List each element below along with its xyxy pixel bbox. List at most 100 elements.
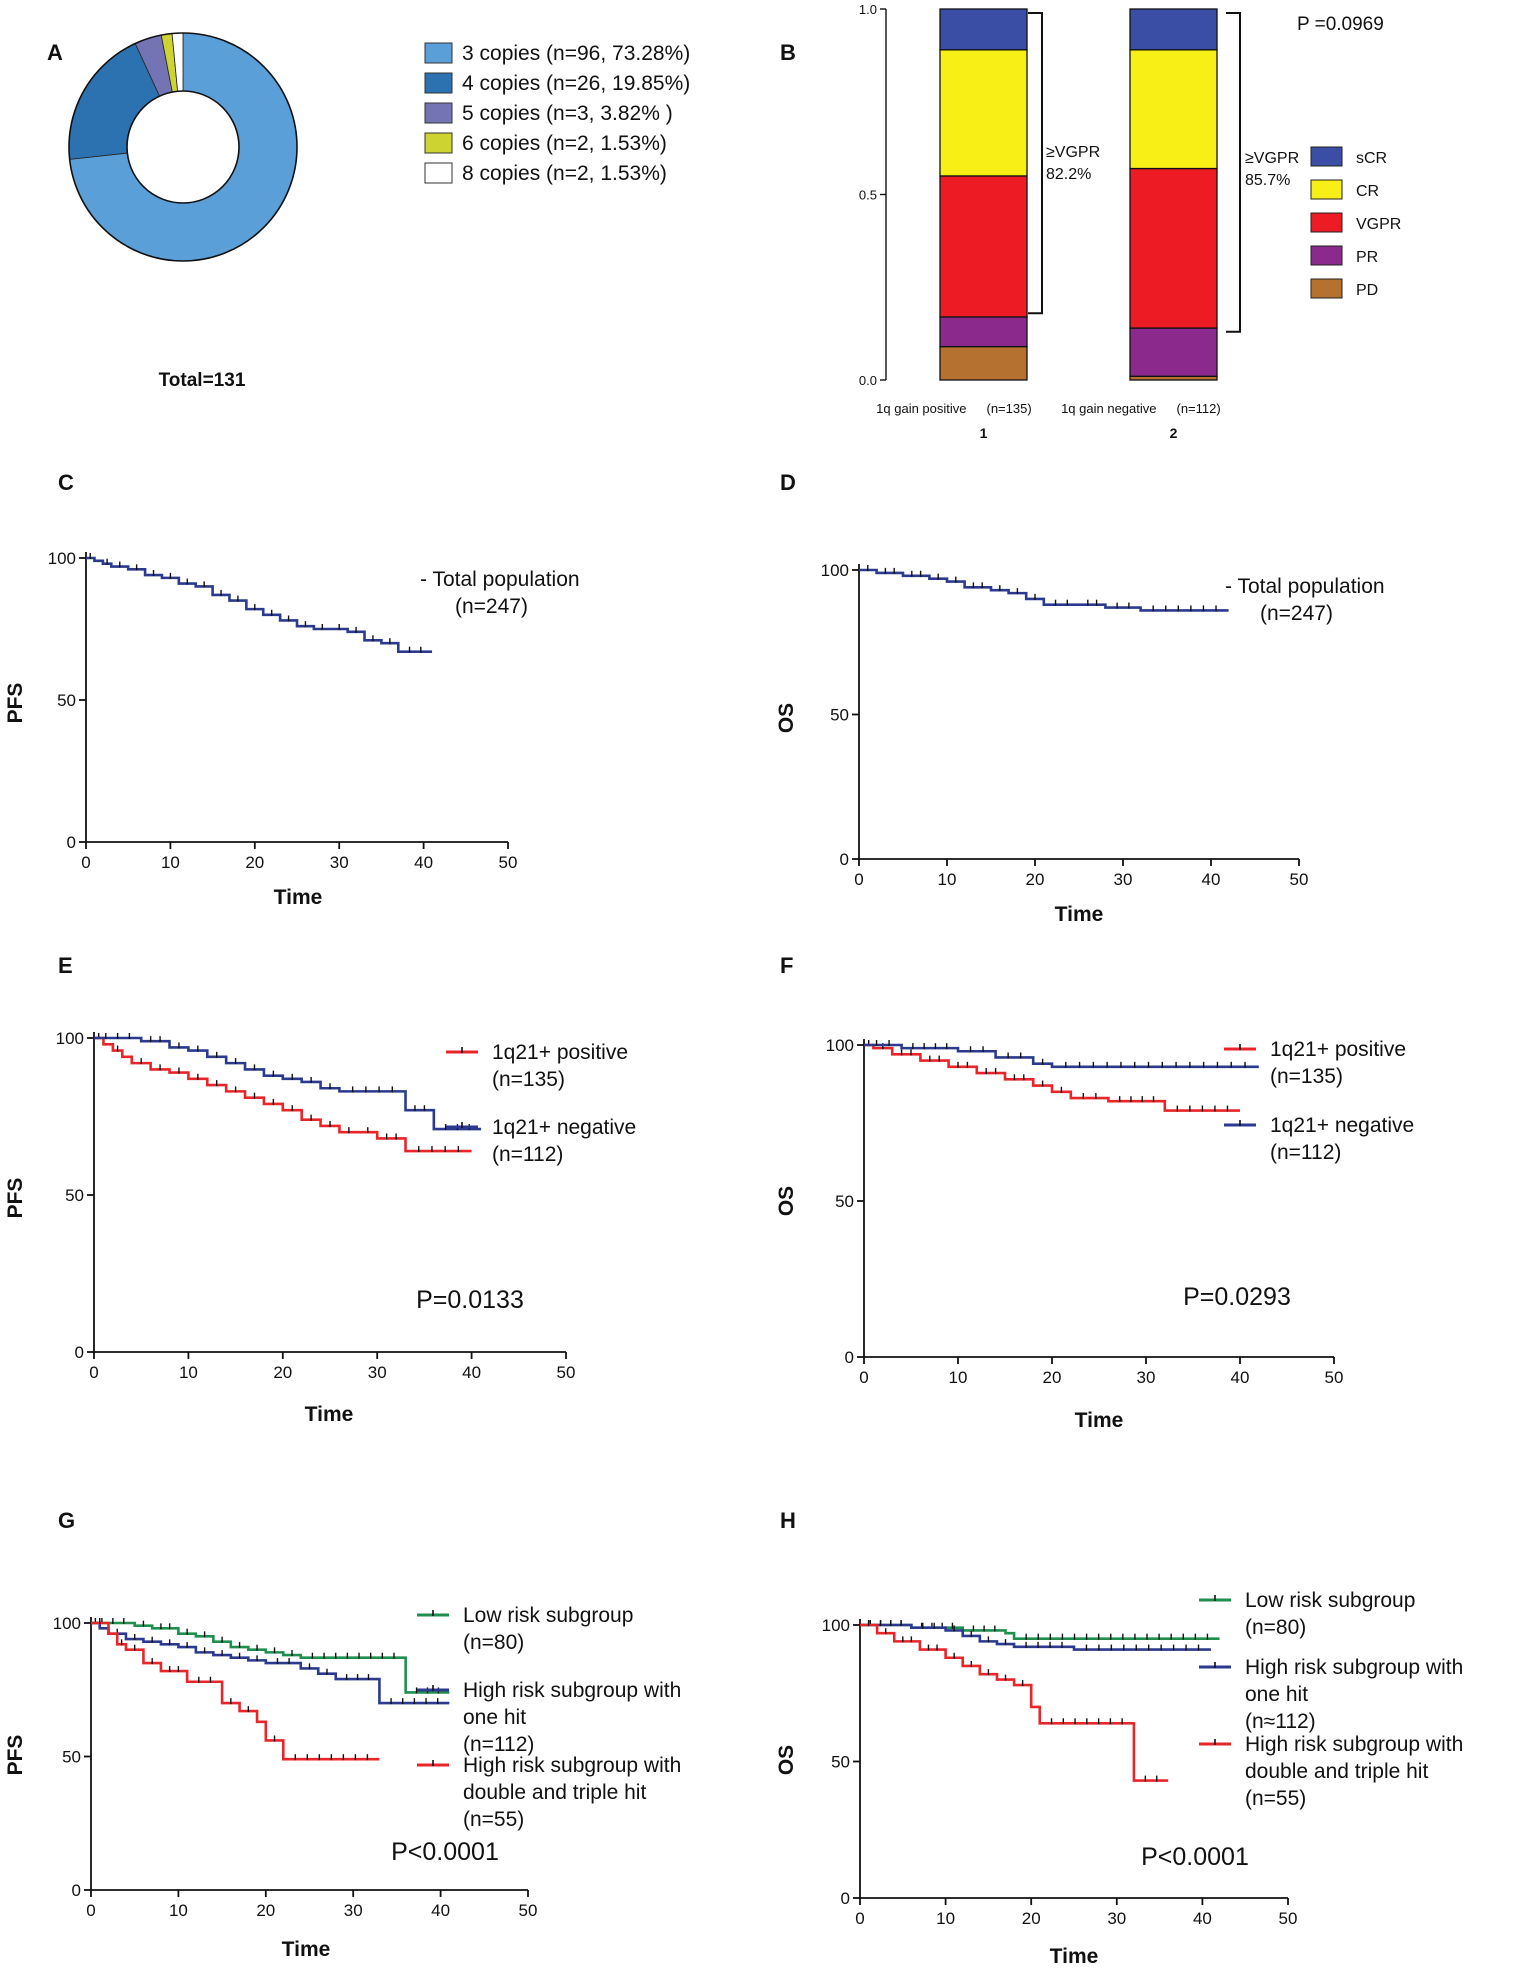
bar-segment-scr	[939, 8, 1028, 51]
bracket-label: ≥VGPR	[1046, 144, 1100, 161]
km-curve-1	[91, 1621, 450, 1705]
legend-swatch-4	[424, 162, 453, 184]
legend-swatch-2	[424, 102, 453, 124]
panel-letter: A	[47, 40, 63, 65]
legend-label-3: 6 copies (n=2, 1.53%)	[462, 132, 667, 155]
x-tick-label: 0	[81, 853, 90, 872]
x-tick-label: 20	[273, 1363, 292, 1382]
x-tick-label: 0	[86, 1901, 95, 1920]
x-tick-label: 50	[519, 1901, 538, 1920]
y-tick-label: 50	[65, 1186, 84, 1205]
legend-n-0: (n=247)	[455, 595, 528, 618]
x-tick-label: 20	[1022, 1909, 1041, 1928]
y-tick-label: 100	[56, 1029, 84, 1048]
km-curve-2	[860, 1623, 1169, 1782]
legend-label-cr: CR	[1356, 183, 1379, 200]
bar-category-n: (n=135)	[987, 401, 1032, 416]
y-tick-label: 100	[822, 1616, 850, 1635]
x-axis-label: Time	[1075, 1409, 1124, 1432]
x-axis-label: Time	[305, 1403, 354, 1426]
bar-segment-pr	[939, 316, 1028, 348]
y-axis-label: OS	[775, 703, 798, 733]
km-curve-0	[94, 1036, 472, 1153]
x-tick-label: 30	[1107, 1909, 1126, 1928]
bar-category-n: (n=112)	[1177, 401, 1221, 416]
donut-hole	[126, 90, 240, 204]
x-tick-label: 20	[1026, 870, 1045, 889]
panel-letter: B	[780, 40, 796, 65]
legend-label-0: - Total population	[1225, 575, 1385, 598]
bar-category-name: 1q gain positive	[876, 401, 966, 416]
y-tick-label: 50	[62, 1748, 81, 1767]
panel-h: H 0 50 100 0 10 20 30 40 50 Time OS Low risk subgrou…	[775, 1508, 1463, 1968]
panel-letter: C	[58, 470, 74, 495]
panel-letter: G	[58, 1508, 75, 1533]
y-tick-label: 0	[845, 1348, 854, 1367]
bar-segment-scr	[1129, 8, 1218, 51]
x-tick-label: 40	[462, 1363, 481, 1382]
legend-swatch-pr	[1310, 245, 1343, 266]
panel-a: A Total=131 3 copies (n=96, 73.28%) 4 copie…	[47, 32, 690, 391]
x-tick-label: 30	[344, 1901, 363, 1920]
x-tick-label: 10	[169, 1901, 188, 1920]
p-value: P<0.0001	[1141, 1843, 1249, 1871]
bar-category-name: 1q gain negative	[1061, 401, 1156, 416]
legend-n-0: (n=135)	[492, 1068, 565, 1091]
legend-label-1: 1q21+ negative	[492, 1116, 636, 1139]
y-tick-label: 50	[830, 706, 849, 725]
km-curve-0	[91, 1621, 450, 1694]
panel-d: D 0 50 100 0 10 20 30 40 50 Time OS - Total populati…	[775, 470, 1385, 926]
legend-label-1: 4 copies (n=26, 19.85%)	[462, 72, 690, 95]
bracket-value: 82.2%	[1046, 166, 1091, 183]
x-tick-label: 40	[1231, 1368, 1250, 1387]
legend-label-2: double and triple hit	[1245, 1760, 1428, 1783]
km-curve-1	[864, 1043, 1259, 1069]
legend-swatch-scr	[1310, 146, 1343, 167]
legend-label-0: Low risk subgroup	[463, 1604, 633, 1627]
x-tick-label: 0	[89, 1363, 98, 1382]
y-tick-label: 0	[841, 1889, 850, 1908]
legend-label-1: High risk subgroup with	[1245, 1656, 1463, 1679]
x-tick-label: 40	[1202, 870, 1221, 889]
legend-label-0: Low risk subgroup	[1245, 1589, 1415, 1612]
vgpr-bracket	[1226, 12, 1241, 333]
y-tick-label: 50	[57, 691, 76, 710]
x-tick-label: 50	[557, 1363, 576, 1382]
y-axis-label: OS	[775, 1745, 798, 1775]
x-axis-label: Time	[274, 886, 323, 909]
p-value: P<0.0001	[391, 1838, 499, 1866]
legend-swatch-pd	[1310, 278, 1343, 299]
legend-n-0: (n=135)	[1270, 1065, 1343, 1088]
x-tick-label: 20	[1043, 1368, 1062, 1387]
x-axis-label: Time	[282, 1938, 331, 1961]
legend-label-2: High risk subgroup with	[1245, 1733, 1463, 1756]
y-tick-label: 1.0	[859, 2, 877, 17]
km-curve-0	[859, 568, 1229, 612]
legend-swatch-vgpr	[1310, 212, 1343, 233]
p-value: P=0.0293	[1183, 1283, 1291, 1311]
panel-c: C 0 50 100 0 10 20 30 40 50 Time PFS - Total populat…	[4, 470, 580, 909]
p-value: P=0.0133	[416, 1286, 524, 1314]
legend-n-2: (n=55)	[463, 1808, 524, 1831]
legend-swatch-0	[424, 42, 453, 64]
legend-label-0: 1q21+ positive	[492, 1041, 628, 1064]
legend-label-2: 5 copies (n=3, 3.82% )	[462, 102, 673, 125]
legend-n-1: (n=112)	[492, 1143, 563, 1166]
p-value: P =0.0969	[1297, 14, 1384, 35]
legend-swatch-cr	[1310, 179, 1343, 200]
x-tick-label: 10	[938, 870, 957, 889]
y-tick-label: 50	[835, 1192, 854, 1211]
x-tick-label: 40	[414, 853, 433, 872]
legend-label-vgpr: VGPR	[1356, 216, 1401, 233]
panel-letter: H	[780, 1508, 796, 1533]
y-tick-label: 50	[831, 1753, 850, 1772]
panel-letter: F	[780, 953, 793, 978]
bar-segment-pd	[939, 345, 1028, 381]
y-axis-label: PFS	[4, 1178, 27, 1219]
x-tick-label: 0	[855, 1909, 864, 1928]
legend-label-4: 8 copies (n=2, 1.53%)	[462, 162, 667, 185]
panel-e: E 0 50 100 0 10 20 30 40 50 Time PFS 1q21+ positive (…	[4, 953, 636, 1426]
km-curve-2	[91, 1621, 380, 1761]
panel-b: B 0.0 0.5 1.0 1q gain positive (n=135) 1 ≥VGPR 8…	[780, 2, 1401, 441]
km-curve-0	[86, 556, 433, 654]
